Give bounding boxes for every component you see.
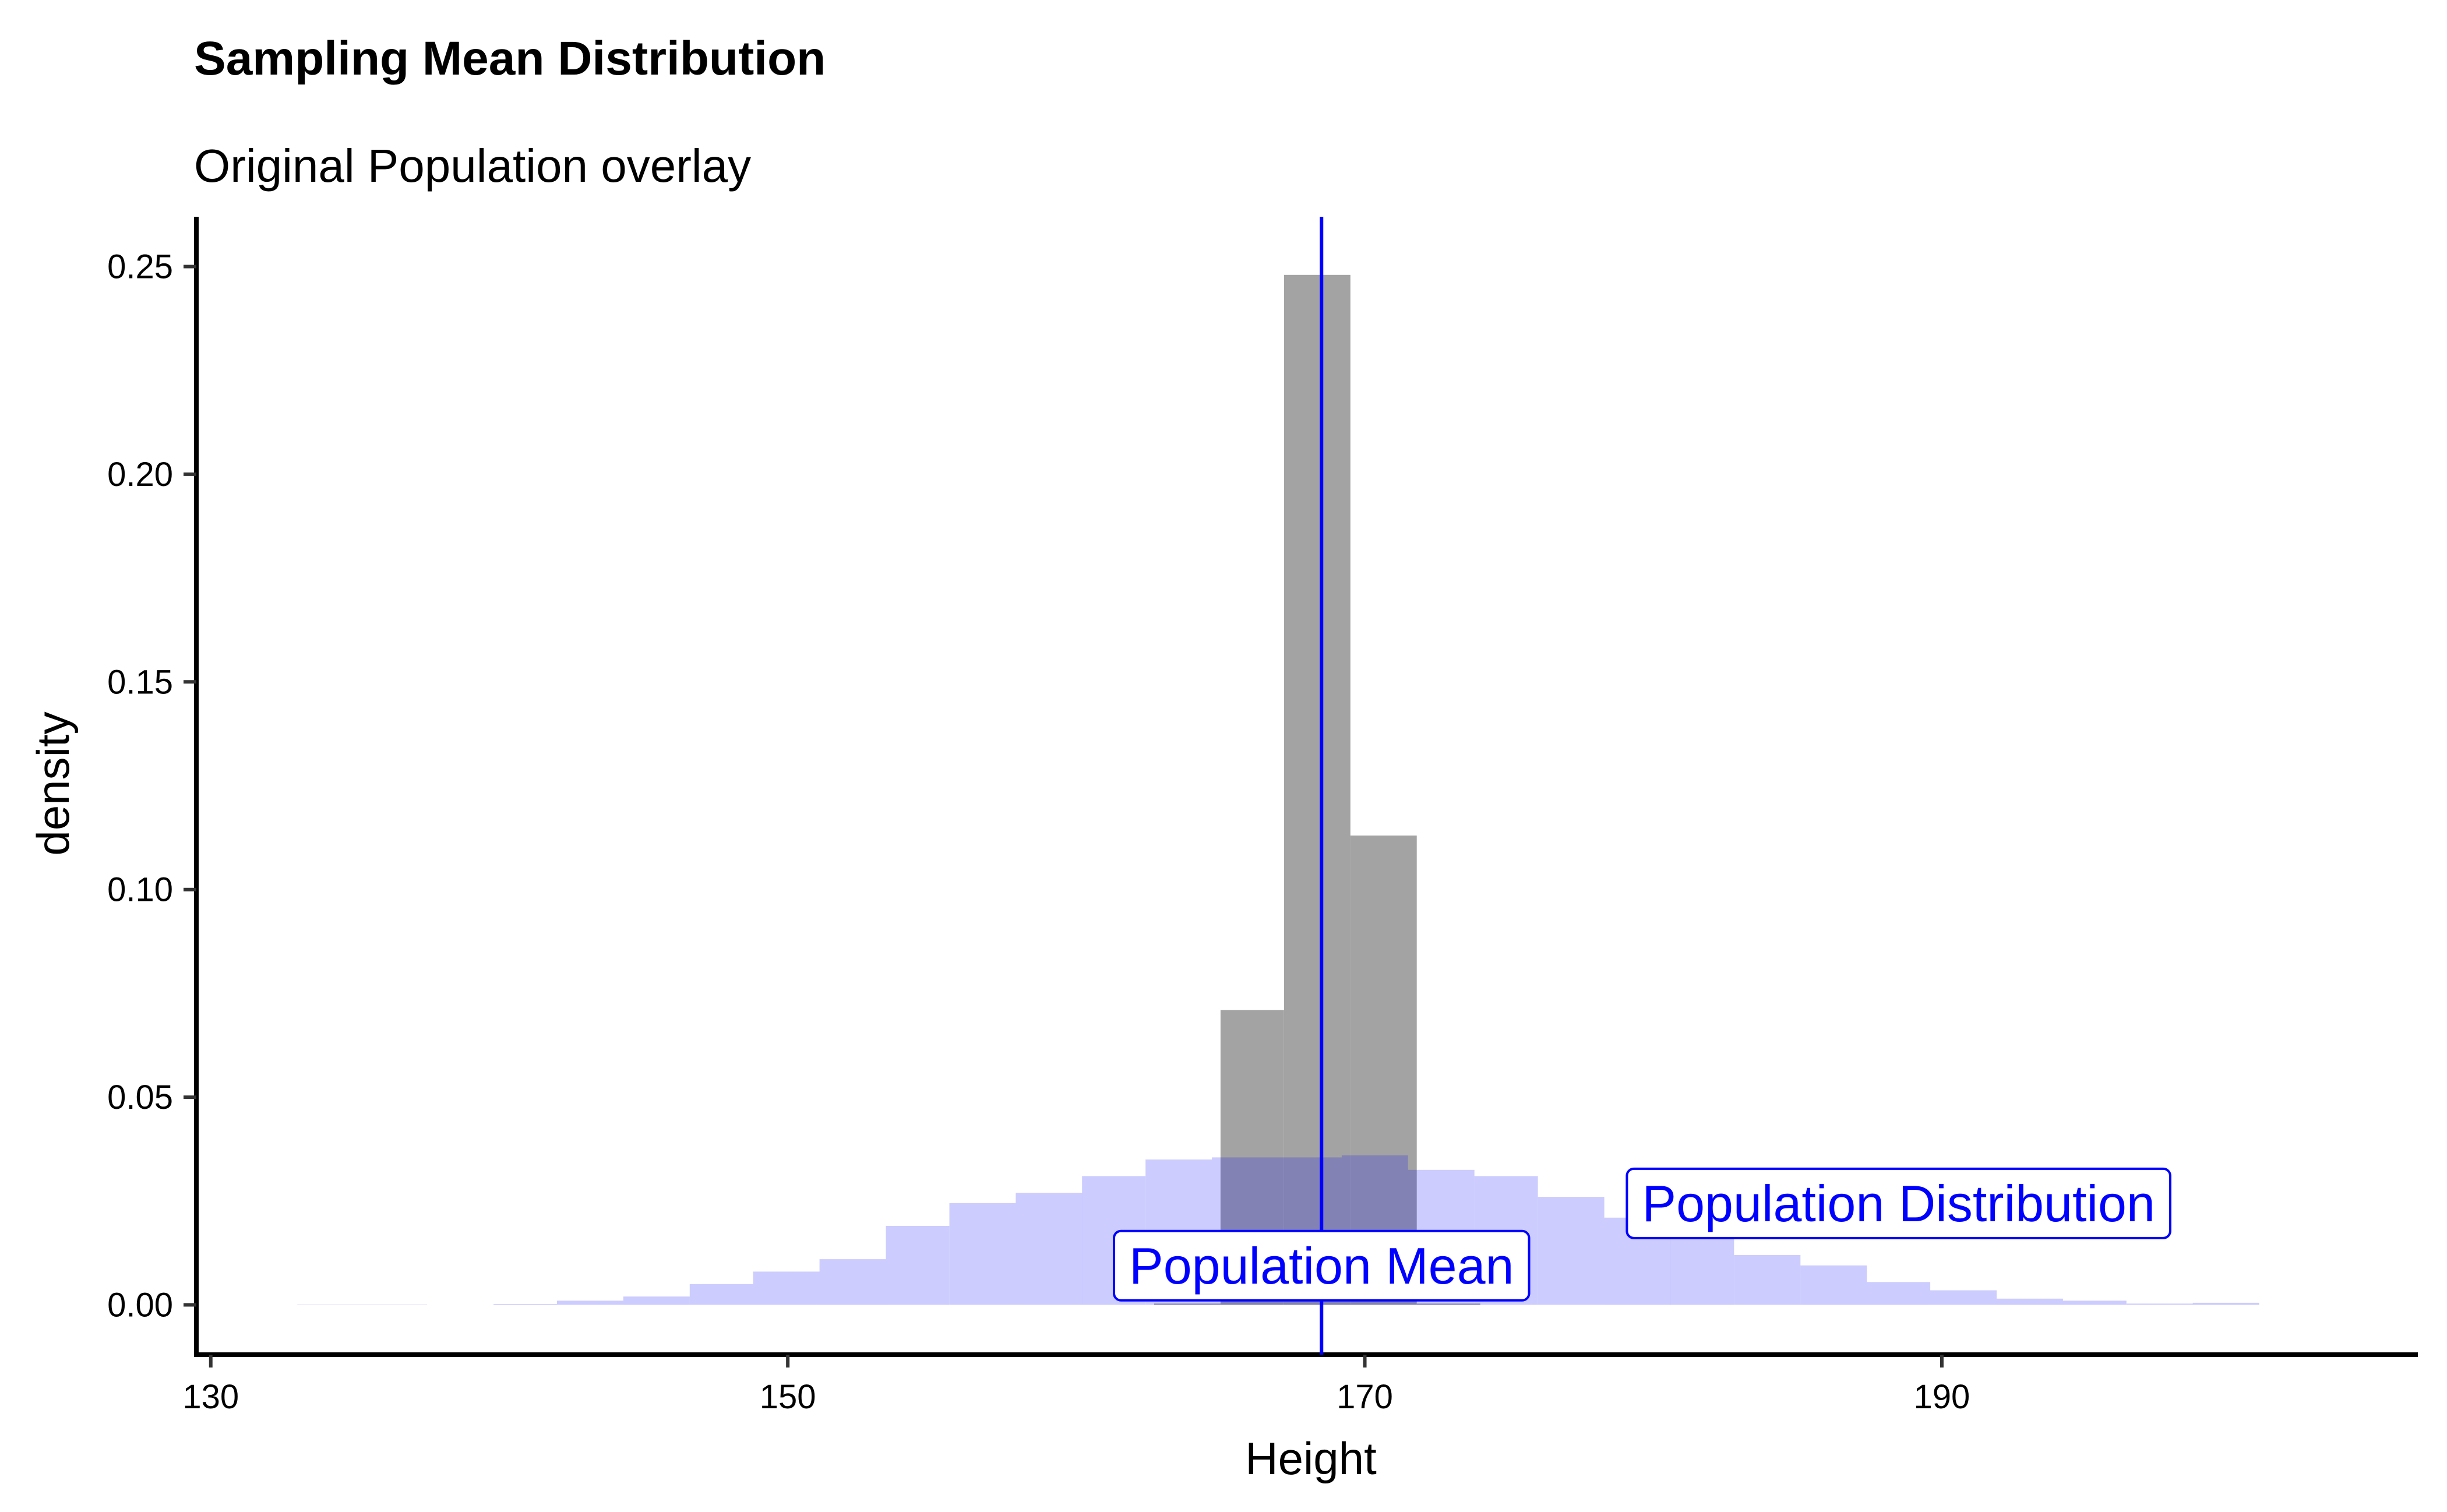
population-bar xyxy=(819,1259,886,1305)
y-tick-label: 0.05 xyxy=(107,1079,173,1116)
annotation-box xyxy=(1113,1229,1531,1302)
population-bar xyxy=(557,1300,623,1305)
x-tick-label: 150 xyxy=(760,1378,816,1416)
y-tick-label: 0.20 xyxy=(107,456,173,494)
sample-mean-bar xyxy=(1350,836,1417,1305)
sample-mean-bar xyxy=(1416,1303,1480,1305)
bars-layer xyxy=(297,274,2259,1305)
y-tick-label: 0.10 xyxy=(107,871,173,909)
population-bar xyxy=(623,1296,690,1305)
population-bar xyxy=(1016,1193,1083,1305)
chart-title: Sampling Mean Distribution xyxy=(194,32,826,85)
sample-mean-bar xyxy=(1284,274,1351,1305)
population-bar xyxy=(1800,1265,1867,1305)
population-bar xyxy=(2192,1302,2259,1305)
annotation-text: Population Distribution xyxy=(1642,1175,2155,1232)
axes-layer xyxy=(194,217,2418,1357)
population-bar xyxy=(2062,1300,2127,1305)
x-tick-label: 130 xyxy=(182,1378,239,1416)
y-axis-title: density xyxy=(27,711,79,855)
y-tick-label: 0.25 xyxy=(107,248,173,286)
ticks-layer: 130 150 170 190 0.00 0.05 0.10 0.15 0.20 0.25 xyxy=(107,248,1970,1416)
population-bar xyxy=(689,1284,753,1305)
population-bar xyxy=(949,1203,1016,1305)
population-bar xyxy=(1734,1254,1801,1305)
x-tick-label: 170 xyxy=(1337,1378,1393,1416)
population-bar xyxy=(2126,1303,2193,1305)
overlay-layer: Population Mean Population Distribution xyxy=(1113,217,2171,1355)
population-bar xyxy=(493,1304,557,1305)
population-bar xyxy=(886,1226,950,1305)
sample-mean-bar xyxy=(1154,1303,1221,1305)
chart-subtitle: Original Population overlay xyxy=(194,140,751,192)
population-bar xyxy=(1930,1290,1997,1305)
y-tick-label: 0.00 xyxy=(107,1286,173,1324)
annotation-text: Population Mean xyxy=(1129,1237,1514,1295)
annotation-label: Population Distribution xyxy=(1626,1167,2171,1239)
x-tick-label: 190 xyxy=(1914,1378,1970,1416)
annotation-label: Population Mean xyxy=(1113,1229,1531,1302)
population-bar xyxy=(1997,1298,2063,1305)
y-tick-label: 0.15 xyxy=(107,663,173,701)
x-axis-title: Height xyxy=(1245,1433,1377,1484)
population-bar xyxy=(1670,1234,1734,1305)
annotation-box xyxy=(1626,1167,2171,1239)
population-bar xyxy=(753,1271,820,1305)
population-bar xyxy=(1538,1197,1605,1305)
population-bar xyxy=(1867,1282,1931,1305)
